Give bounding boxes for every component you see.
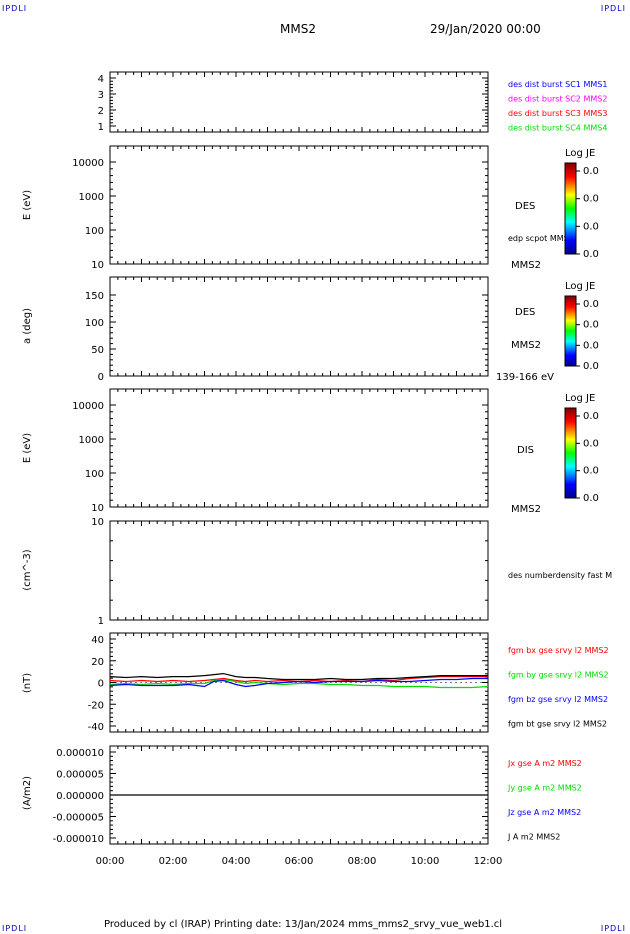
y-tick-label: -0.000005 [53, 813, 104, 824]
y-tick-label: 0 [98, 679, 104, 690]
legend-entry: J A m2 MMS2 [507, 833, 560, 842]
series-line [109, 678, 489, 689]
colorbar-title: Log JE [565, 393, 595, 404]
y-tick-label: 4 [98, 74, 104, 85]
colorbar [564, 407, 577, 499]
panel-frame [109, 71, 489, 133]
spacecraft-title: MMS2 [280, 22, 316, 36]
panel-frame [109, 520, 489, 621]
corner-mark-top-right: IPDLI [600, 4, 626, 13]
x-tick-label: 08:00 [348, 856, 377, 867]
colorbar-tick-label: 0.0 [583, 340, 599, 351]
y-tick-label: 20 [91, 657, 104, 668]
legend-entry: fgm by gse srvy l2 MMS2 [508, 671, 609, 680]
y-tick-label: 0 [98, 372, 104, 383]
panel-frame [109, 388, 489, 508]
corner-mark-top-left: IPDLI [2, 4, 28, 13]
spacecraft-label: MMS2 [511, 340, 541, 351]
y-tick-label: 10 [91, 260, 104, 271]
corner-mark-bottom-left: IPDLI [2, 924, 28, 933]
colorbar-tick-label: 0.0 [583, 249, 599, 260]
y-tick-label: 10 [91, 503, 104, 514]
y-tick-label: 0.000005 [56, 770, 104, 781]
y-axis-label: E (eV) [22, 190, 33, 220]
colorbar [564, 295, 577, 367]
spacecraft-label: MMS2 [511, 260, 541, 271]
instrument-label: DIS [517, 445, 534, 456]
y-tick-label: 1000 [79, 435, 104, 446]
series-line [109, 677, 488, 688]
series-line [109, 675, 488, 683]
y-tick-label: 50 [91, 345, 104, 356]
y-tick-label: 100 [85, 318, 104, 329]
x-tick-label: 00:00 [96, 856, 125, 867]
legend-entry: Jy gse A m2 MMS2 [507, 784, 582, 793]
y-tick-label: 3 [98, 90, 104, 101]
colorbar-tick-label: 0.0 [583, 411, 599, 422]
colorbar-title: Log JE [565, 148, 595, 159]
legend-entry: fgm bx gse srvy l2 MMS2 [508, 646, 609, 655]
x-tick-label: 12:00 [474, 856, 503, 867]
legend-entry: des dist burst SC3 MMS3 [508, 109, 607, 118]
colorbar-tick-label: 0.0 [583, 438, 599, 449]
colorbar-tick-label: 0.0 [583, 361, 599, 372]
y-tick-label: 0.000010 [56, 748, 104, 759]
y-axis-label: (nT) [22, 673, 33, 693]
y-axis-label: (cm^-3) [22, 549, 33, 590]
colorbar-tick-label: 0.0 [583, 299, 599, 310]
colorbar-title: Log JE [565, 281, 595, 292]
y-tick-label: 10 [91, 517, 104, 528]
y-tick-label: -0.000010 [53, 834, 104, 845]
colorbar-tick-label: 0.0 [583, 221, 599, 232]
y-tick-label: 100 [85, 226, 104, 237]
corner-mark-bottom-right: IPDLI [600, 924, 626, 933]
instrument-label: DES [515, 201, 535, 212]
x-tick-label: 10:00 [411, 856, 440, 867]
y-axis-label: a (deg) [22, 308, 33, 344]
y-tick-label: 1 [98, 616, 104, 627]
y-tick-label: 150 [85, 291, 104, 302]
instrument-label: DES [515, 307, 535, 318]
legend-entry: fgm bt gse srvy l2 MMS2 [508, 720, 607, 729]
legend-entry: des dist burst SC4 MMS4 [508, 124, 607, 133]
x-tick-label: 02:00 [159, 856, 188, 867]
panel-frame [109, 145, 489, 265]
colorbar-tick-label: 0.0 [583, 493, 599, 504]
x-tick-label: 04:00 [222, 856, 251, 867]
colorbar-tick-label: 0.0 [583, 166, 599, 177]
y-tick-label: 40 [91, 635, 104, 646]
colorbar-tick-label: 0.0 [583, 466, 599, 477]
y-axis-label: (A/m2) [22, 776, 33, 810]
footer-credits: Produced by cl (IRAP) Printing date: 13/… [104, 919, 503, 930]
y-tick-label: -20 [88, 700, 104, 711]
y-tick-label: 1 [98, 122, 104, 133]
y-tick-label: 1000 [79, 192, 104, 203]
spacecraft-label: MMS2 [511, 504, 541, 515]
legend-entry: des numberdensity fast M [508, 571, 612, 580]
legend-entry: des dist burst SC2 MMS2 [508, 95, 607, 104]
y-tick-label: 2 [98, 106, 104, 117]
colorbar-tick-label: 0.0 [583, 320, 599, 331]
series-label: edp scpot MMS2 [508, 234, 574, 243]
y-tick-label: 10000 [72, 401, 104, 412]
y-tick-label: 0.000000 [56, 791, 104, 802]
legend-entry: fgm bz gse srvy l2 MMS2 [508, 695, 608, 704]
y-tick-label: 10000 [72, 158, 104, 169]
panel-frame [109, 276, 489, 377]
series-line [109, 672, 488, 681]
legend-entry: des dist burst SC1 MMS1 [508, 80, 607, 89]
energy-range-label: 139-166 eV [496, 372, 554, 383]
legend-entry: Jx gse A m2 MMS2 [507, 759, 582, 768]
y-tick-label: 100 [85, 469, 104, 480]
y-tick-label: -40 [88, 722, 104, 733]
colorbar-tick-label: 0.0 [583, 194, 599, 205]
x-tick-label: 06:00 [285, 856, 314, 867]
date-title: 29/Jan/2020 00:00 [430, 22, 541, 36]
colorbar [564, 162, 577, 255]
y-axis-label: E (eV) [22, 433, 33, 463]
legend-entry: Jz gse A m2 MMS2 [507, 808, 581, 817]
